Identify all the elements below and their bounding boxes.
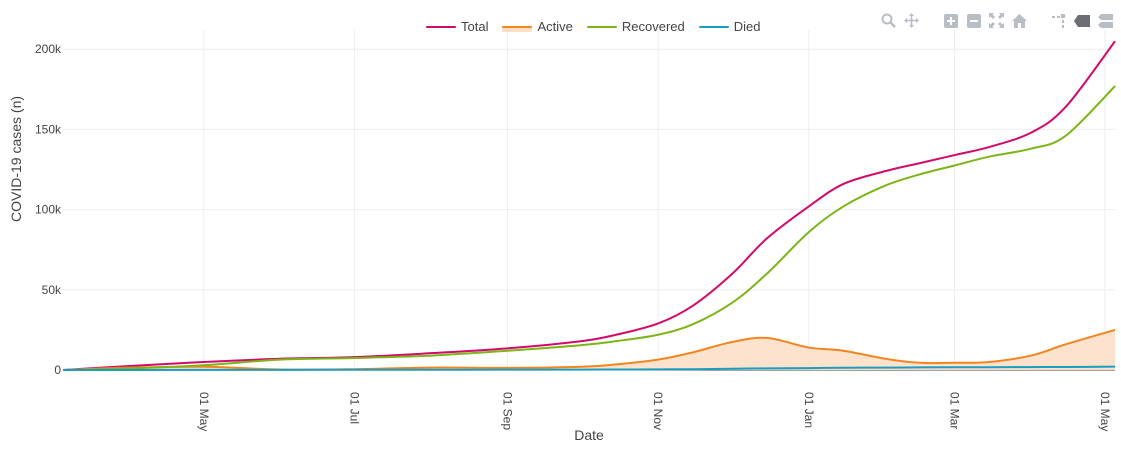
legend-swatch-total bbox=[426, 22, 456, 32]
y-tick-label: 150k bbox=[35, 122, 62, 136]
x-tick-label: 01 Jul bbox=[347, 392, 361, 424]
y-tick-label: 100k bbox=[35, 203, 62, 217]
legend-label-died: Died bbox=[733, 19, 761, 34]
legend-item-total[interactable]: Total bbox=[426, 19, 488, 34]
x-tick-label: 01 May bbox=[1098, 392, 1112, 431]
x-tick-label: 01 Jan bbox=[802, 392, 816, 428]
series-area-active bbox=[63, 329, 1115, 370]
y-axis-title: COVID-19 cases (n) bbox=[8, 95, 24, 222]
x-tick-label: 01 Sep bbox=[501, 392, 515, 430]
reset-axes-icon[interactable] bbox=[1011, 12, 1028, 29]
x-tick-labels: 01 May 01 Jul 01 Sep 01 Nov 01 Jan 01 Mar 01 M… bbox=[197, 392, 1112, 431]
hover-compare-icon[interactable] bbox=[1096, 12, 1113, 29]
x-tick-label: 01 May bbox=[197, 392, 211, 431]
grid-lines bbox=[63, 30, 1115, 371]
series-line-total bbox=[62, 40, 1116, 371]
x-tick-label: 01 Nov bbox=[651, 392, 665, 430]
zoom-out-icon[interactable] bbox=[965, 12, 982, 29]
legend-item-died[interactable]: Died bbox=[698, 19, 761, 34]
modebar bbox=[880, 12, 1113, 29]
x-axis-title: Date bbox=[574, 427, 604, 443]
zoom-in-icon[interactable] bbox=[942, 12, 959, 29]
legend: Total Active Recovered Died bbox=[426, 19, 775, 34]
legend-swatch-recovered bbox=[586, 22, 617, 32]
legend-label-recovered: Recovered bbox=[621, 19, 685, 34]
x-tick-label: 01 Mar bbox=[947, 392, 961, 429]
legend-swatch-died bbox=[698, 22, 729, 32]
zoom-icon[interactable] bbox=[880, 12, 897, 29]
pan-icon[interactable] bbox=[903, 12, 920, 29]
y-tick-label: 0 bbox=[54, 363, 61, 377]
legend-label-active: Active bbox=[537, 19, 573, 34]
y-tick-labels: 0 50k 100k 150k 200k bbox=[35, 42, 62, 377]
autoscale-icon[interactable] bbox=[988, 12, 1005, 29]
legend-swatch-active bbox=[502, 22, 533, 32]
series-line-recovered bbox=[62, 85, 1116, 371]
legend-label-total: Total bbox=[461, 19, 489, 34]
spike-lines-icon[interactable] bbox=[1050, 12, 1067, 29]
y-tick-label: 200k bbox=[35, 42, 62, 56]
y-tick-label: 50k bbox=[42, 283, 62, 297]
series-lines bbox=[62, 40, 1116, 372]
active-area-fill bbox=[63, 329, 1115, 370]
legend-item-active[interactable]: Active bbox=[502, 19, 573, 34]
series-line-died bbox=[62, 365, 1116, 372]
legend-item-recovered[interactable]: Recovered bbox=[586, 19, 685, 34]
hover-closest-icon[interactable] bbox=[1073, 12, 1090, 29]
